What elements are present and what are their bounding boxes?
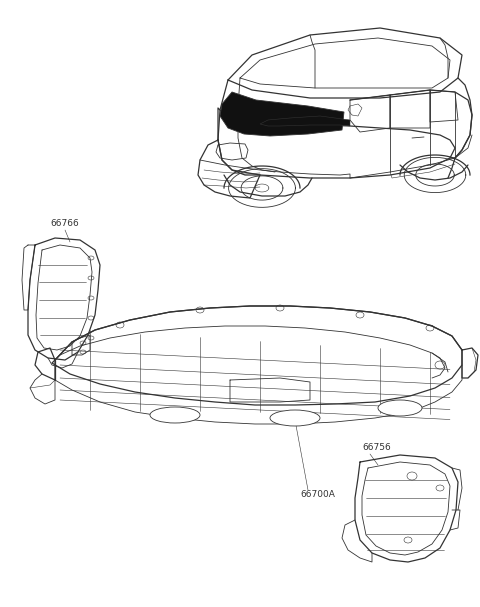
Polygon shape — [220, 92, 344, 136]
Ellipse shape — [378, 400, 422, 416]
Text: 66700A: 66700A — [300, 490, 335, 499]
Text: 66756: 66756 — [362, 443, 391, 452]
Polygon shape — [260, 116, 350, 126]
Ellipse shape — [150, 407, 200, 423]
Text: 66766: 66766 — [50, 219, 79, 228]
Ellipse shape — [270, 410, 320, 426]
